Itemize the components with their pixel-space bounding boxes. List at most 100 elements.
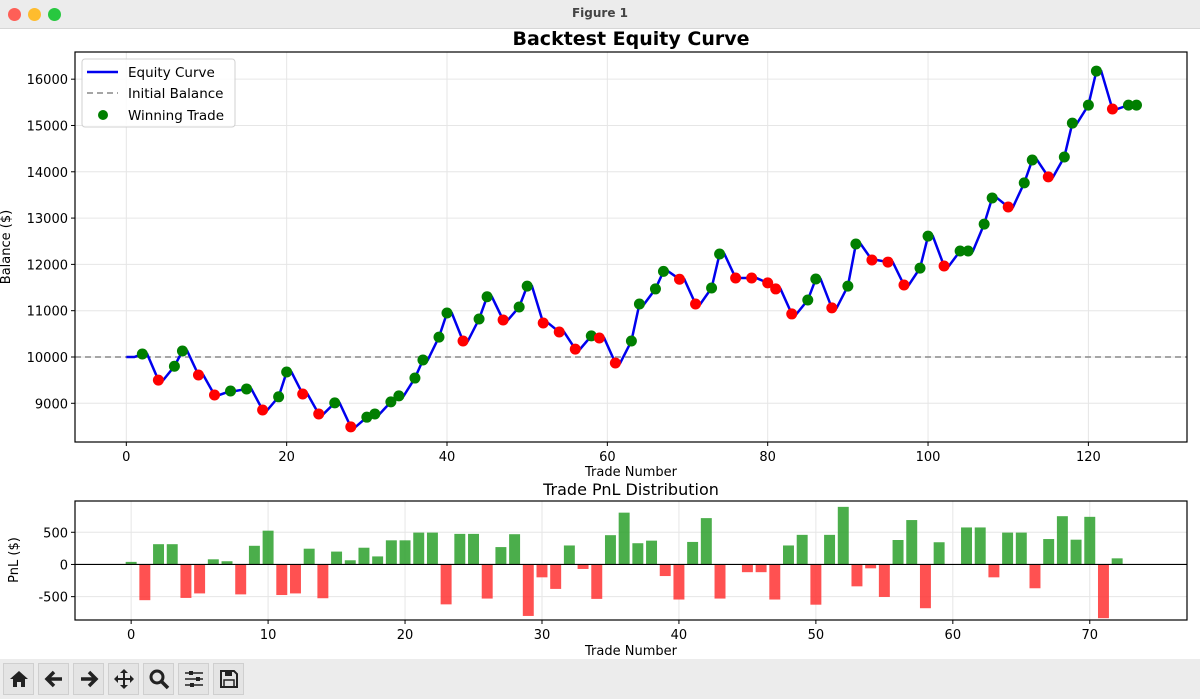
loss-bar (673, 564, 685, 600)
forward-button[interactable] (73, 663, 104, 695)
loss-bar (659, 564, 671, 577)
loss-bar (591, 564, 603, 599)
loss-bar (194, 564, 206, 594)
profit-bar (426, 532, 438, 565)
loss-bar (522, 564, 534, 616)
profit-bar (331, 551, 343, 565)
profit-bar (303, 548, 315, 565)
minimize-window-button[interactable] (28, 8, 41, 21)
profit-bar (961, 527, 972, 565)
loss-bar (139, 564, 151, 601)
pnl-axes-frame (74, 500, 1188, 621)
losing-trade-marker (569, 343, 581, 355)
losing-trade-marker (609, 357, 621, 369)
equity-y-tick-label: 10000 (27, 351, 68, 366)
losing-trade-marker (866, 254, 878, 266)
profit-bar (1043, 539, 1055, 565)
profit-bar (892, 540, 904, 565)
loss-bar (769, 564, 781, 600)
home-icon (9, 671, 28, 687)
winning-trade-marker (1090, 65, 1102, 77)
pnl-y-tick-label: 500 (43, 526, 68, 541)
equity-chart-title: Backtest Equity Curve (513, 28, 750, 50)
profit-bar (358, 547, 370, 565)
back-button[interactable] (38, 663, 69, 695)
winning-trade-marker (441, 307, 453, 319)
legend-win-swatch (98, 110, 108, 120)
pnl-y-tick-label: 0 (60, 558, 68, 573)
losing-trade-marker (537, 317, 549, 329)
winning-trade-marker (625, 335, 637, 347)
close-window-button[interactable] (8, 8, 21, 21)
profit-bar (153, 544, 165, 565)
winning-trade-marker (281, 366, 293, 378)
zoom-button[interactable] (143, 663, 174, 695)
losing-trade-marker (674, 273, 686, 285)
loss-bar (755, 564, 767, 573)
profit-bar (125, 561, 137, 565)
winning-trade-marker (417, 354, 429, 366)
losing-trade-marker (1042, 171, 1054, 183)
loss-bar (440, 564, 452, 605)
profit-bar (796, 534, 808, 565)
winning-trade-marker (954, 245, 966, 257)
profit-bar (974, 527, 986, 565)
winning-trade-marker (714, 248, 726, 260)
profit-bar (248, 545, 260, 565)
winning-trade-marker (385, 396, 397, 408)
winning-trade-marker (1082, 99, 1094, 111)
equity-y-tick-label: 16000 (27, 73, 68, 88)
winning-trade-marker (810, 273, 822, 285)
pnl-x-label: Trade Number (584, 644, 678, 659)
pnl-x-tick-label: 10 (260, 628, 277, 643)
pnl-x-tick-label: 20 (397, 628, 414, 643)
equity-axes-frame (74, 51, 1188, 443)
loss-bar (714, 564, 726, 599)
losing-trade-marker (762, 277, 774, 289)
winning-trade-marker (273, 391, 285, 403)
save-button[interactable] (213, 663, 244, 695)
equity-x-tick-label: 0 (122, 450, 130, 465)
winning-trade-marker (633, 298, 645, 310)
winning-trade-marker (409, 372, 421, 384)
winning-trade-marker (649, 283, 661, 295)
profit-bar (646, 540, 658, 565)
pnl-y-label: PnL ($) (7, 537, 22, 583)
equity-y-tick-label: 12000 (27, 258, 68, 273)
profit-bar (632, 543, 644, 565)
pan-button[interactable] (108, 663, 139, 695)
window-title-bar: Figure 1 (0, 0, 1200, 29)
winning-trade-marker (1130, 99, 1142, 111)
profit-bar (563, 545, 575, 565)
profit-bar (221, 561, 233, 565)
winning-trade-marker (1066, 117, 1078, 129)
profit-bar (1084, 516, 1096, 565)
configure-subplots-button[interactable] (178, 663, 209, 695)
pnl-plot-area (75, 501, 1187, 620)
winning-trade-marker (802, 294, 814, 306)
winning-trade-marker (1122, 99, 1134, 111)
winning-trade-marker (136, 348, 148, 360)
losing-trade-marker (690, 298, 702, 310)
loss-bar (235, 564, 247, 595)
sliders-icon (184, 671, 203, 687)
losing-trade-marker (1106, 103, 1118, 115)
pnl-chart: 0 10 20 30 40 50 60 70 -500 0 500 (38, 500, 1188, 643)
losing-trade-marker (152, 374, 164, 386)
home-button[interactable] (3, 663, 34, 695)
zoom-window-button[interactable] (48, 8, 61, 21)
equity-x-tick-label: 20 (278, 450, 295, 465)
equity-x-label: Trade Number (584, 465, 678, 480)
move-icon (113, 669, 134, 689)
pnl-y-tick-label: -500 (38, 591, 68, 606)
winning-trade-marker (473, 313, 485, 325)
losing-trade-marker (209, 389, 221, 401)
profit-bar (1056, 516, 1068, 565)
losing-trade-marker (593, 332, 605, 344)
loss-bar (290, 564, 301, 594)
loss-bar (865, 564, 877, 569)
profit-bar (783, 545, 794, 565)
losing-trade-marker (297, 388, 309, 400)
equity-chart: 0 20 40 60 80 100 120 9000 10000 11000 12000 13000 1… (27, 51, 1188, 465)
equity-y-tick-label: 9000 (35, 397, 68, 412)
